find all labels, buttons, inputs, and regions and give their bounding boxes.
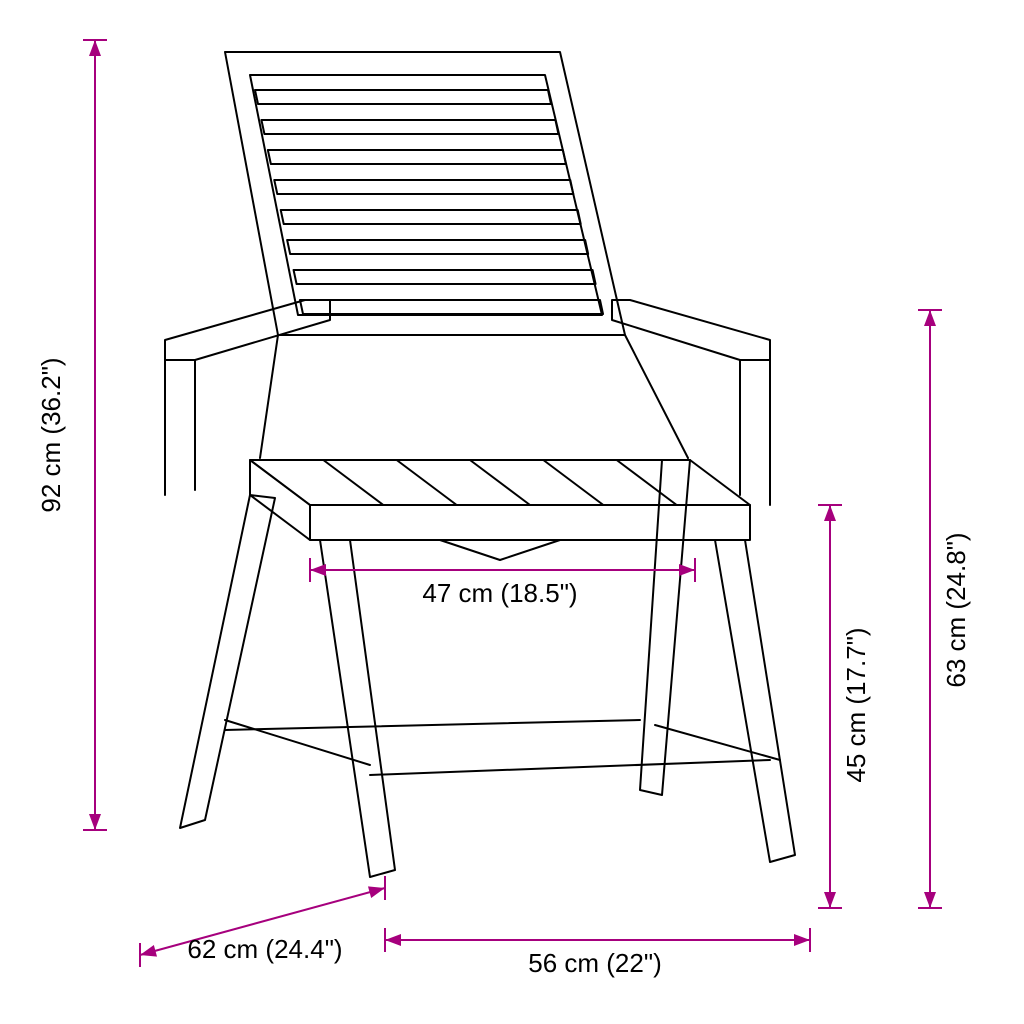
dim-overall-depth: 62 cm (24.4") [187, 934, 342, 964]
dim-seat-height: 45 cm (17.7") [841, 627, 871, 782]
dimension-diagram: 92 cm (36.2") 63 cm (24.8") 45 cm (17.7") 6… [0, 0, 1024, 1024]
chair-drawing [165, 52, 795, 877]
dim-overall-height: 92 cm (36.2") [36, 357, 66, 512]
dim-overall-width: 56 cm (22") [528, 948, 662, 978]
dim-arm-height: 63 cm (24.8") [941, 532, 971, 687]
dim-seat-width: 47 cm (18.5") [422, 578, 577, 608]
